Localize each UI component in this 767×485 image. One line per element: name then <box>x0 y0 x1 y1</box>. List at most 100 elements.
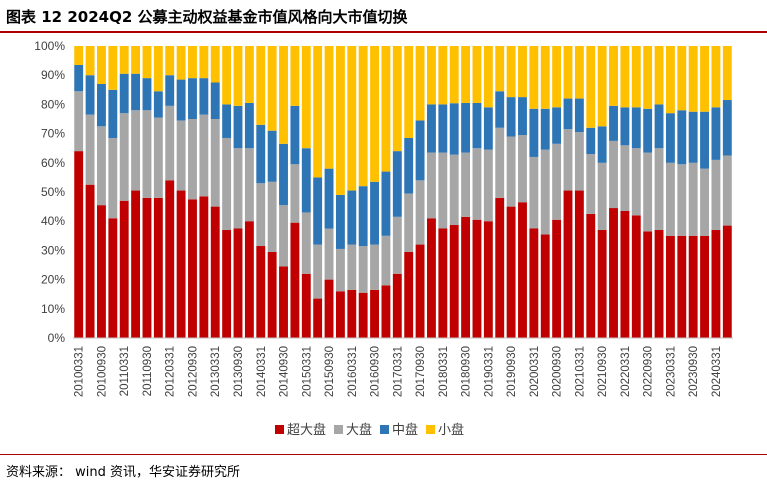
bar-segment <box>415 46 425 121</box>
bar-segment <box>461 152 471 217</box>
bar-segment <box>85 184 95 338</box>
bar-segment <box>74 46 84 65</box>
bar-segment <box>279 46 288 144</box>
bar-segment <box>85 75 95 115</box>
bar-segment <box>597 46 607 127</box>
bar-segment <box>381 235 391 286</box>
bar-segment <box>677 46 687 111</box>
bar-series-group <box>74 46 732 338</box>
bar-segment <box>677 235 687 338</box>
bar-segment <box>301 148 311 213</box>
bar-segment <box>370 181 379 245</box>
x-tick-label: 20130331 <box>210 346 222 397</box>
bar-segment <box>506 206 516 338</box>
bar-segment <box>449 103 459 155</box>
bar-segment <box>427 46 436 105</box>
bar-segment <box>483 149 493 222</box>
bar-segment <box>335 248 345 292</box>
bar-segment <box>199 46 209 79</box>
bar-segment <box>74 151 84 338</box>
bar-segment <box>290 46 300 106</box>
bar-segment <box>347 46 357 191</box>
bar-segment <box>85 114 95 185</box>
bar-segment <box>119 200 129 338</box>
x-tick-label: 20100930 <box>96 346 108 397</box>
bar-segment <box>654 229 664 338</box>
bar-segment <box>392 216 402 274</box>
bar-segment <box>688 111 698 163</box>
footer-rule <box>0 454 767 455</box>
bar-segment <box>415 120 425 181</box>
y-tick-label: 90% <box>41 68 65 82</box>
bar-segment <box>449 46 459 104</box>
y-tick-label: 20% <box>41 273 65 287</box>
y-tick-label: 30% <box>41 243 65 257</box>
bar-segment <box>108 137 118 219</box>
bar-segment <box>176 190 186 338</box>
bar-segment <box>347 289 357 338</box>
bar-segment <box>290 164 300 223</box>
bar-segment <box>529 108 539 157</box>
bar-segment <box>700 46 709 112</box>
bar-segment <box>142 197 152 338</box>
bar-segment <box>415 180 425 245</box>
bar-segment <box>244 102 254 149</box>
bar-segment <box>427 218 436 338</box>
bar-segment <box>210 119 220 207</box>
bar-segment <box>711 229 721 338</box>
bar-segment <box>700 111 709 169</box>
bar-segment <box>506 97 516 137</box>
bar-segment <box>301 273 311 338</box>
bar-segment <box>518 135 527 203</box>
bar-segment <box>472 148 482 220</box>
bar-segment <box>461 46 471 103</box>
bar-segment <box>518 97 527 136</box>
bar-segment <box>643 231 653 338</box>
x-tick-label: 20160930 <box>370 346 382 397</box>
bar-segment <box>552 143 562 220</box>
bar-segment <box>518 46 527 98</box>
bar-segment <box>711 46 721 108</box>
bar-segment <box>620 107 630 146</box>
bar-segment <box>404 251 414 338</box>
bar-segment <box>574 98 584 133</box>
bar-segment <box>347 190 357 245</box>
x-tick-label: 20230331 <box>665 346 677 397</box>
bar-segment <box>267 130 277 182</box>
bar-segment <box>85 46 95 76</box>
x-tick-label: 20140930 <box>279 346 291 397</box>
bar-segment <box>688 235 698 338</box>
bar-segment <box>620 46 630 108</box>
bar-segment <box>449 225 459 338</box>
bar-segment <box>415 244 425 338</box>
bar-segment <box>597 126 607 163</box>
bar-segment <box>472 102 482 149</box>
bar-segment <box>244 221 254 338</box>
legend-swatch <box>275 425 284 434</box>
x-tick-label: 20230930 <box>688 346 700 397</box>
bar-segment <box>188 199 197 338</box>
bar-segment <box>324 279 334 338</box>
bar-segment <box>176 79 186 121</box>
bar-segment <box>586 46 596 128</box>
bar-segment <box>97 205 106 338</box>
bar-segment <box>97 46 106 84</box>
bar-segment <box>153 46 163 92</box>
bar-segment <box>233 228 243 338</box>
bar-segment <box>643 108 653 153</box>
bar-segment <box>165 105 175 181</box>
bar-segment <box>335 46 345 195</box>
bar-segment <box>119 73 129 114</box>
bar-segment <box>279 205 288 267</box>
bar-segment <box>233 148 243 229</box>
legend: 超大盘 大盘 中盘 小盘 <box>275 422 464 437</box>
x-tick-label: 20130930 <box>233 346 245 397</box>
bar-segment <box>153 117 163 198</box>
x-tick-label: 20170331 <box>392 346 404 397</box>
bar-segment <box>665 46 675 114</box>
bar-segment <box>574 46 584 99</box>
bar-segment <box>370 46 379 182</box>
bar-segment <box>427 152 436 219</box>
bar-segment <box>654 104 664 149</box>
bar-segment <box>563 129 573 191</box>
